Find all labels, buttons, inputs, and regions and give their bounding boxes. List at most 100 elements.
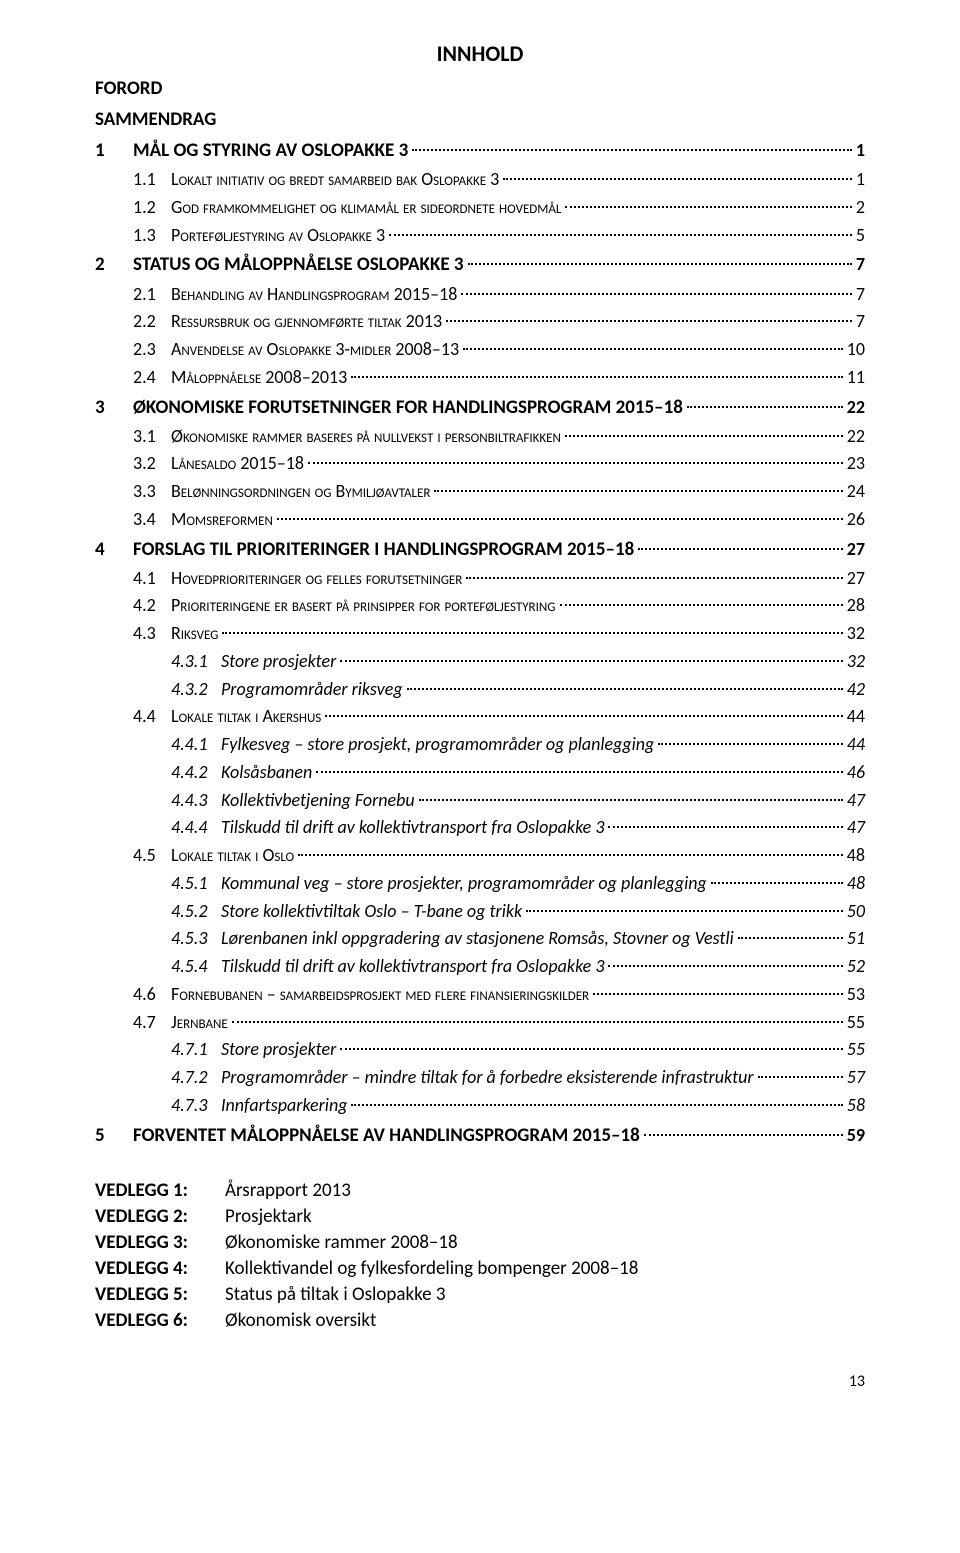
appendix-text: Økonomiske rammer 2008–18 xyxy=(225,1231,458,1254)
toc-entry-number: 3.1 xyxy=(133,425,171,449)
toc-entry-number: 4.2 xyxy=(133,594,171,618)
toc-entry-page: 42 xyxy=(847,678,865,702)
toc-entry-text: Kolsåsbanen xyxy=(221,761,312,785)
toc-leader-dots xyxy=(658,742,842,745)
toc-entry-number: 3 xyxy=(95,395,133,420)
toc-entry-page: 32 xyxy=(847,622,865,646)
toc-entry: 4.7Jernbane55 xyxy=(95,1009,865,1037)
toc-leader-dots xyxy=(608,964,842,967)
toc-leader-dots xyxy=(308,461,843,464)
toc-entry-text: MÅL OG STYRING AV OSLOPAKKE 3 xyxy=(133,138,408,163)
toc-leader-dots xyxy=(565,434,843,437)
toc-entry-text: Store prosjekter xyxy=(221,1038,336,1062)
toc-entry-text: Ressursbruk og gjennomførte tiltak 2013 xyxy=(171,310,442,334)
toc-entry-text: SAMMENDRAG xyxy=(95,107,216,132)
toc-leader-dots xyxy=(461,292,852,295)
toc-entry-page: 22 xyxy=(847,425,865,449)
toc-entry-text: Tilskudd til drift av kollektivtransport… xyxy=(221,955,604,979)
toc-entry: 4.4.2Kolsåsbanen 46 xyxy=(95,759,865,787)
toc-entry-text: Prioriteringene er basert på prinsipper … xyxy=(171,594,556,618)
toc-entry-number: 4.3.2 xyxy=(171,678,221,702)
toc-entry: 5FORVENTET MÅLOPPNÅELSE AV HANDLINGSPROG… xyxy=(95,1120,865,1151)
toc-title: INNHOLD xyxy=(95,40,865,67)
toc-leader-dots xyxy=(232,1020,843,1023)
toc-entry-text: FORORD xyxy=(95,76,162,101)
appendix-text: Økonomisk oversikt xyxy=(225,1309,376,1332)
toc-entry-number: 4.4.2 xyxy=(171,761,221,785)
toc-leader-dots xyxy=(644,1133,843,1136)
toc-entry-number: 4.5 xyxy=(133,844,171,868)
toc-entry-page: 46 xyxy=(847,761,865,785)
toc-entry: 4.7.1Store prosjekter 55 xyxy=(95,1036,865,1064)
toc-leader-dots xyxy=(687,405,843,408)
toc-entry-number: 4.7 xyxy=(133,1011,171,1035)
toc-entry-page: 55 xyxy=(847,1011,865,1035)
toc-leader-dots xyxy=(316,770,843,773)
toc-entry: 4.7.3Innfartsparkering58 xyxy=(95,1092,865,1120)
toc-entry-text: Hovedprioriteringer og felles forutsetni… xyxy=(171,567,462,591)
toc-entry: 4.4.4Tilskudd til drift av kollektivtran… xyxy=(95,814,865,842)
toc-leader-dots xyxy=(446,319,852,322)
toc-entry-number: 2.3 xyxy=(133,338,171,362)
appendix-text: Kollektivandel og fylkesfordeling bompen… xyxy=(225,1257,638,1280)
toc-entry: 4.3.1Store prosjekter32 xyxy=(95,648,865,676)
appendix-label: VEDLEGG 2: xyxy=(95,1205,225,1228)
toc-entry: 4.5.3Lørenbanen inkl oppgradering av sta… xyxy=(95,925,865,953)
toc-entry-number: 2.2 xyxy=(133,310,171,334)
toc-entry-page: 32 xyxy=(847,650,865,674)
toc-entry-text: Riksveg xyxy=(171,622,218,646)
appendix-row: VEDLEGG 6:Økonomisk oversikt xyxy=(95,1309,865,1332)
toc-entry: 4.4.3Kollektivbetjening Fornebu47 xyxy=(95,787,865,815)
toc-entry: 3.2Lånesaldo 2015–1823 xyxy=(95,450,865,478)
document-page: INNHOLD FORORDSAMMENDRAG1MÅL OG STYRING … xyxy=(0,0,960,1431)
appendix-label: VEDLEGG 5: xyxy=(95,1283,225,1306)
toc-entry: 4.3.2Programområder riksveg42 xyxy=(95,676,865,704)
toc-entry-page: 48 xyxy=(847,844,865,868)
toc-entry-number: 4.7.1 xyxy=(171,1038,221,1062)
toc-entry: 2.2Ressursbruk og gjennomførte tiltak 20… xyxy=(95,308,865,336)
toc-entry-text: ØKONOMISKE FORUTSETNINGER FOR HANDLINGSP… xyxy=(133,395,683,420)
toc-entry-page: 44 xyxy=(847,705,865,729)
toc-entry-number: 4.3.1 xyxy=(171,650,221,674)
toc-entry-text: Lånesaldo 2015–18 xyxy=(171,452,304,476)
toc-entry-text: Fornebubanen – samarbeidsprosjekt med fl… xyxy=(171,983,589,1007)
toc-entry-page: 27 xyxy=(847,567,865,591)
toc-entry-page: 11 xyxy=(847,366,865,390)
toc-leader-dots xyxy=(526,909,843,912)
toc-entry-text: Lokale tiltak i Akershus xyxy=(171,705,321,729)
toc-entry-number: 4.1 xyxy=(133,567,171,591)
toc-entry-text: Lokalt initiativ og bredt samarbeid bak … xyxy=(171,168,499,192)
toc-entry-number: 4.5.3 xyxy=(171,927,221,951)
toc-entry-page: 50 xyxy=(847,900,865,924)
toc-entry-page: 1 xyxy=(856,168,865,192)
toc-entry: 1.1Lokalt initiativ og bredt samarbeid b… xyxy=(95,166,865,194)
toc-entry-page: 58 xyxy=(847,1094,865,1118)
toc-entry-text: Behandling av Handlingsprogram 2015–18 xyxy=(171,283,457,307)
toc-entry-number: 4.6 xyxy=(133,983,171,1007)
toc-entry-text: Momsreformen xyxy=(171,508,273,532)
appendix-label: VEDLEGG 4: xyxy=(95,1257,225,1280)
toc-entry-number: 4.3 xyxy=(133,622,171,646)
table-of-contents: FORORDSAMMENDRAG1MÅL OG STYRING AV OSLOP… xyxy=(95,73,865,1151)
toc-entry: 4.5.4Tilskudd til drift av kollektivtran… xyxy=(95,953,865,981)
toc-leader-dots xyxy=(468,262,852,265)
toc-entry-page: 55 xyxy=(847,1038,865,1062)
toc-entry-number: 4 xyxy=(95,537,133,562)
toc-leader-dots xyxy=(758,1075,843,1078)
toc-entry: FORORD xyxy=(95,73,865,104)
toc-leader-dots xyxy=(389,233,852,236)
appendix-row: VEDLEGG 2:Prosjektark xyxy=(95,1205,865,1228)
toc-entry-text: Programområder – mindre tiltak for å for… xyxy=(221,1066,754,1090)
toc-entry-text: God framkommelighet og klimamål er sideo… xyxy=(171,196,561,220)
toc-entry-text: Lørenbanen inkl oppgradering av stasjone… xyxy=(221,927,734,951)
toc-entry-text: Fylkesveg – store prosjekt, programområd… xyxy=(221,733,654,757)
toc-entry-text: Anvendelse av Oslopakke 3-midler 2008–13 xyxy=(171,338,459,362)
toc-leader-dots xyxy=(711,881,843,884)
toc-leader-dots xyxy=(565,205,851,208)
toc-entry: 4.3Riksveg 32 xyxy=(95,620,865,648)
toc-entry: 2.3Anvendelse av Oslopakke 3-midler 2008… xyxy=(95,336,865,364)
toc-leader-dots xyxy=(340,1047,842,1050)
toc-entry: 1MÅL OG STYRING AV OSLOPAKKE 31 xyxy=(95,135,865,166)
toc-entry: 1.2God framkommelighet og klimamål er si… xyxy=(95,194,865,222)
toc-entry: 3ØKONOMISKE FORUTSETNINGER FOR HANDLINGS… xyxy=(95,392,865,423)
